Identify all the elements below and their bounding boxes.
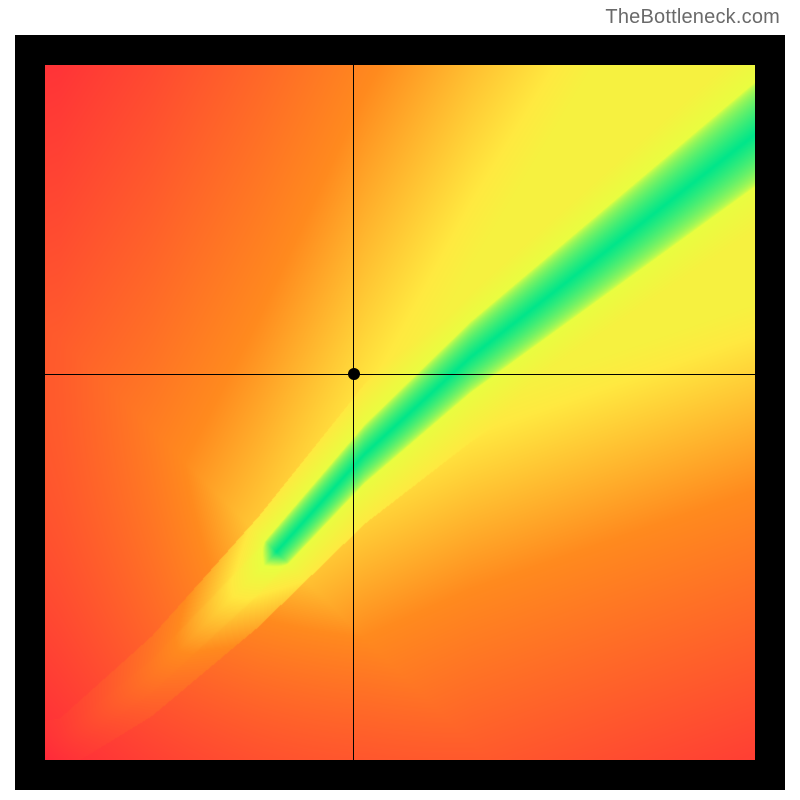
crosshair-horizontal	[45, 374, 755, 375]
plot-frame	[15, 35, 785, 790]
heatmap-canvas	[45, 65, 755, 760]
marker-dot	[348, 368, 360, 380]
crosshair-vertical	[353, 65, 354, 760]
chart-container: TheBottleneck.com	[0, 0, 800, 800]
attribution-text: TheBottleneck.com	[605, 6, 780, 29]
